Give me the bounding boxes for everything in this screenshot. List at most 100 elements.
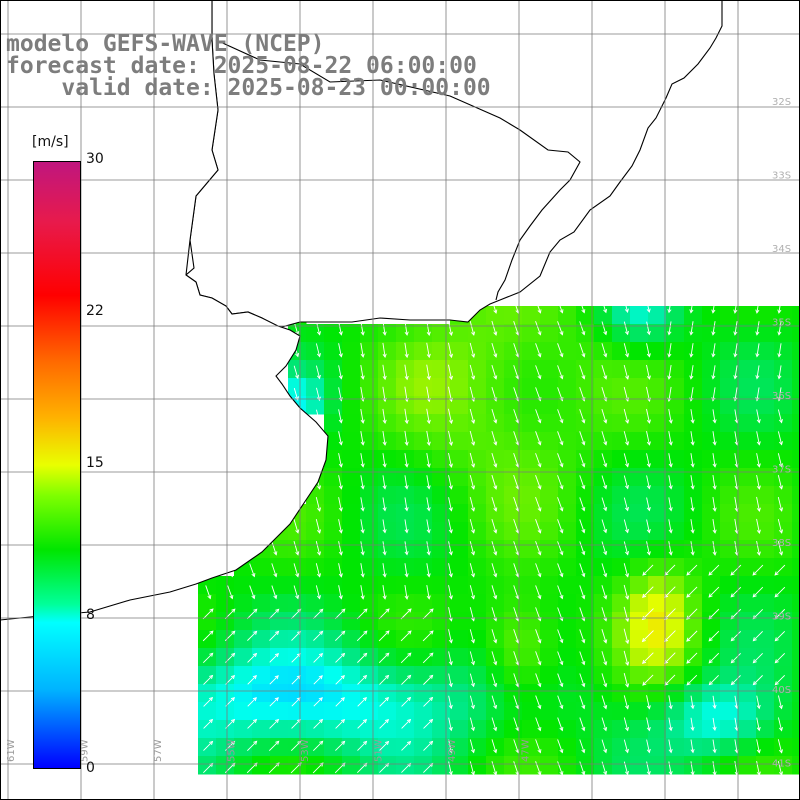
wind-cell — [792, 630, 800, 649]
wind-arrow — [382, 585, 387, 600]
wind-arrow — [601, 475, 608, 490]
wind-cell — [522, 630, 541, 649]
wind-cell — [432, 468, 451, 487]
wind-cell — [324, 342, 343, 361]
wind-arrow — [382, 563, 387, 578]
wind-arrow — [535, 431, 542, 446]
wind-arrow — [579, 299, 586, 314]
wind-arrow — [557, 717, 564, 732]
wind-arrow — [579, 563, 586, 578]
wind-cell — [378, 486, 397, 505]
wind-arrow — [733, 343, 738, 358]
wind-cell — [630, 666, 649, 685]
wind-cell — [288, 684, 307, 703]
wind-cell — [252, 558, 271, 577]
wind-cell — [234, 666, 253, 685]
wind-cell — [468, 576, 487, 595]
wind-cell — [756, 684, 775, 703]
wind-cell — [360, 540, 379, 559]
wind-arrow — [601, 585, 608, 600]
wind-cell — [306, 738, 325, 757]
wind-arrow — [601, 321, 608, 336]
wind-arrow — [338, 475, 343, 490]
wind-cell — [756, 648, 775, 667]
wind-cell — [774, 504, 793, 523]
wind-cell — [468, 630, 487, 649]
wind-cell — [756, 414, 775, 433]
wind-cell — [558, 468, 577, 487]
wind-cell — [504, 468, 523, 487]
wind-cell — [324, 648, 343, 667]
wind-cell — [306, 378, 325, 397]
wind-cell — [648, 612, 667, 631]
wind-cell — [684, 486, 703, 505]
wind-cell — [234, 720, 253, 739]
wind-cell — [594, 738, 613, 757]
wind-cell — [414, 378, 433, 397]
wind-arrow — [382, 453, 387, 468]
wind-cell — [702, 378, 721, 397]
wind-arrow — [579, 453, 586, 468]
wind-cell — [252, 738, 271, 757]
wind-arrow — [708, 675, 719, 686]
wind-cell — [432, 360, 451, 379]
wind-cell — [702, 306, 721, 325]
wind-arrow — [426, 320, 431, 336]
wind-cell — [234, 630, 253, 649]
wind-cell — [324, 432, 343, 451]
wind-cell — [720, 522, 739, 541]
wind-cell — [522, 342, 541, 361]
wind-cell — [594, 342, 613, 361]
wind-arrow — [774, 652, 786, 664]
wind-arrow — [382, 364, 387, 381]
wind-cell — [414, 594, 433, 613]
wind-cell — [720, 684, 739, 703]
wind-arrow — [448, 717, 453, 732]
wind-arrow — [690, 475, 695, 490]
wind-cell — [594, 450, 613, 469]
wind-cell — [594, 306, 613, 325]
wind-arrow — [623, 343, 630, 358]
colorbar-tick-0: 0 — [86, 760, 95, 776]
wind-cell — [306, 648, 325, 667]
wind-arrow — [426, 497, 431, 512]
lat-label: 34S — [772, 244, 791, 255]
wind-cell — [252, 612, 271, 631]
wind-cell — [684, 684, 703, 703]
wind-cell — [594, 540, 613, 559]
wind-cell — [504, 558, 523, 577]
wind-arrow — [623, 321, 629, 336]
wind-cell — [774, 576, 793, 595]
wind-cell — [378, 684, 397, 703]
wind-cell — [522, 414, 541, 433]
wind-cell — [360, 360, 379, 379]
wind-cell — [630, 684, 649, 703]
wind-arrow — [246, 608, 258, 620]
wind-arrow — [448, 519, 453, 534]
wind-cell — [594, 630, 613, 649]
wind-cell — [468, 432, 487, 451]
wind-arrow — [623, 453, 630, 468]
wind-cell — [306, 324, 325, 343]
wind-cell — [576, 576, 595, 595]
wind-arrow — [401, 674, 412, 685]
title-valid-date: valid date: 2025-08-23 00:00:00 — [6, 76, 490, 100]
wind-arrow — [668, 431, 673, 446]
wind-arrow — [448, 497, 453, 512]
wind-arrow — [557, 563, 564, 578]
wind-cell — [504, 720, 523, 739]
wind-arrow — [313, 630, 324, 641]
wind-arrow — [579, 629, 586, 644]
wind-arrow — [646, 519, 651, 534]
wind-cell — [468, 378, 487, 397]
wind-arrow — [601, 497, 608, 512]
wind-arrow — [360, 519, 365, 534]
wind-cell — [198, 720, 217, 739]
wind-cell — [450, 360, 469, 379]
wind-arrow — [756, 431, 761, 446]
wind-cell — [756, 396, 775, 415]
wind-cell — [324, 378, 343, 397]
wind-arrow — [689, 343, 694, 358]
wind-arrow — [641, 630, 654, 643]
wind-cell — [234, 684, 253, 703]
